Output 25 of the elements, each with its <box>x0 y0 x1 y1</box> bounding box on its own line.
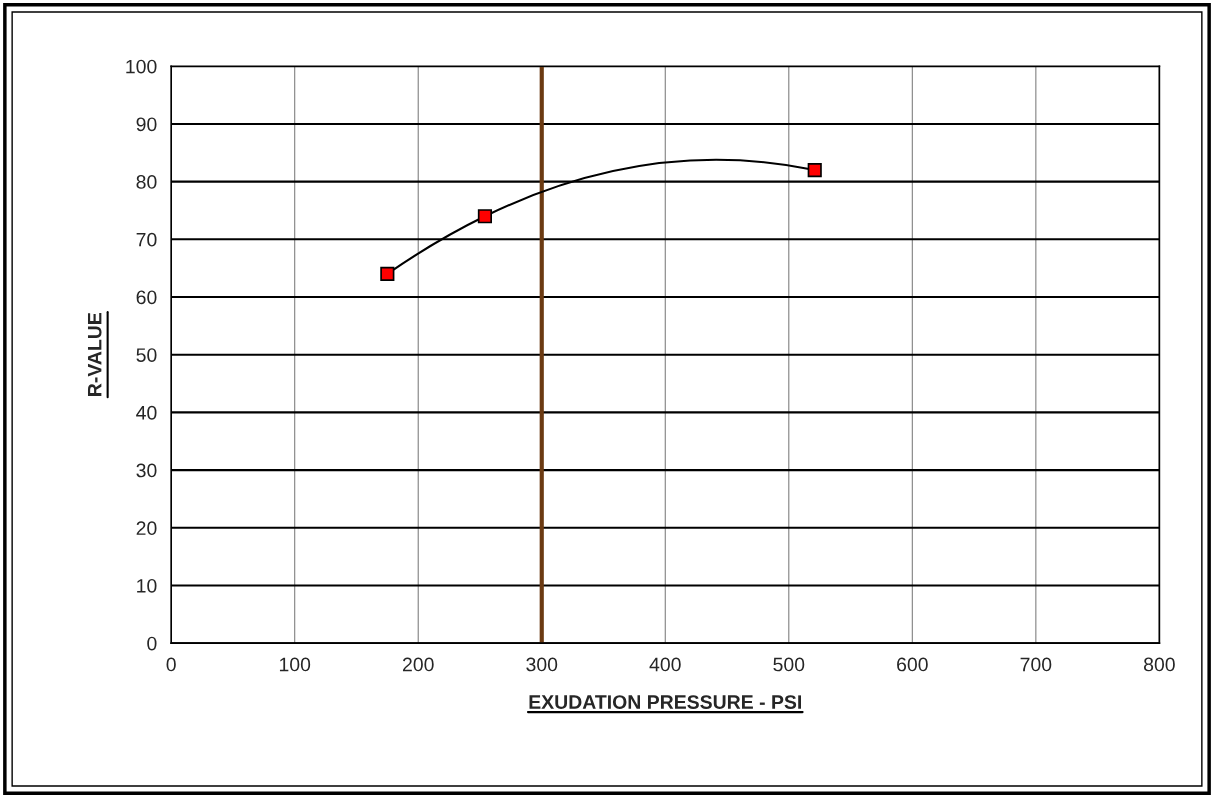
y-tick-label: 80 <box>136 175 157 189</box>
x-tick-label: 500 <box>773 657 805 672</box>
y-tick-label: 50 <box>136 348 157 362</box>
point <box>477 209 493 224</box>
x-tick-label: 0 <box>166 657 176 672</box>
x-tick-label: 800 <box>1144 657 1175 672</box>
y-tick-label: 90 <box>136 117 157 132</box>
point <box>380 266 395 282</box>
x-tick-label: 200 <box>402 657 434 672</box>
y-tick-label: 30 <box>136 463 157 478</box>
y-axis-title: R-VALUE <box>87 312 102 396</box>
x-tick-label: 300 <box>526 657 558 672</box>
point <box>807 163 822 178</box>
x-tick-label: 600 <box>897 657 928 672</box>
x-axis-title: EXUDATION PRESSURE - PSI <box>529 695 802 709</box>
y-tick-label: 40 <box>136 405 157 420</box>
y-tick-label: 10 <box>137 578 157 593</box>
x-tick-label: 700 <box>1020 657 1052 672</box>
y-tick-label: 70 <box>136 232 157 247</box>
y-tick-label: 60 <box>136 290 157 305</box>
y-tick-label: 20 <box>136 521 157 536</box>
y-tick-label: 0 <box>147 636 157 651</box>
y-tick-label: 100 <box>126 59 157 74</box>
x-tick-label: 100 <box>279 657 311 672</box>
x-tick-label: 400 <box>649 657 681 672</box>
